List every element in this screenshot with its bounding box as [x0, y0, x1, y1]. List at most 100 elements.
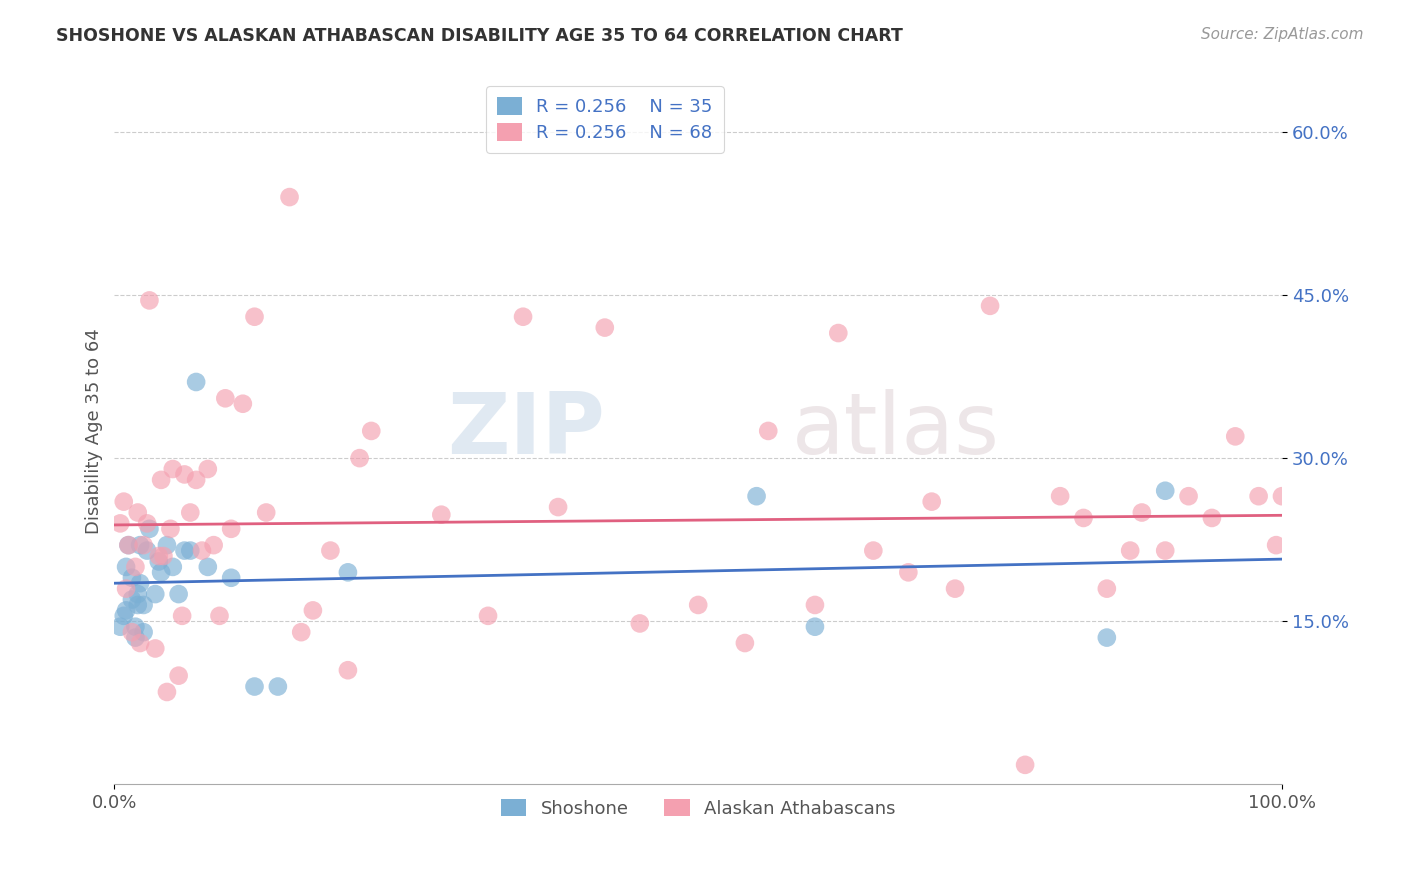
- Point: [1095, 631, 1118, 645]
- Point: [827, 326, 849, 340]
- Point: [1247, 489, 1270, 503]
- Point: [897, 566, 920, 580]
- Point: [132, 625, 155, 640]
- Point: [1271, 489, 1294, 503]
- Point: [593, 320, 616, 334]
- Point: [138, 522, 160, 536]
- Point: [112, 608, 135, 623]
- Point: [336, 663, 359, 677]
- Point: [1154, 543, 1177, 558]
- Point: [129, 576, 152, 591]
- Point: [1130, 506, 1153, 520]
- Point: [208, 608, 231, 623]
- Point: [1265, 538, 1288, 552]
- Point: [121, 625, 143, 640]
- Point: [921, 494, 943, 508]
- Y-axis label: Disability Age 35 to 64: Disability Age 35 to 64: [86, 328, 103, 533]
- Point: [127, 506, 149, 520]
- Point: [243, 680, 266, 694]
- Text: SHOSHONE VS ALASKAN ATHABASCAN DISABILITY AGE 35 TO 64 CORRELATION CHART: SHOSHONE VS ALASKAN ATHABASCAN DISABILIT…: [56, 27, 903, 45]
- Point: [136, 543, 159, 558]
- Point: [278, 190, 301, 204]
- Point: [232, 397, 254, 411]
- Point: [129, 538, 152, 552]
- Text: ZIP: ZIP: [447, 390, 605, 473]
- Point: [477, 608, 499, 623]
- Point: [156, 685, 179, 699]
- Point: [124, 560, 146, 574]
- Point: [150, 473, 173, 487]
- Point: [512, 310, 534, 324]
- Point: [159, 522, 181, 536]
- Point: [186, 473, 208, 487]
- Point: [1095, 582, 1118, 596]
- Point: [267, 680, 290, 694]
- Point: [745, 489, 768, 503]
- Point: [110, 620, 132, 634]
- Point: [219, 522, 242, 536]
- Point: [734, 636, 756, 650]
- Point: [129, 636, 152, 650]
- Point: [349, 451, 371, 466]
- Point: [254, 506, 277, 520]
- Point: [302, 603, 325, 617]
- Point: [115, 560, 138, 574]
- Point: [1154, 483, 1177, 498]
- Point: [979, 299, 1001, 313]
- Point: [156, 538, 179, 552]
- Point: [127, 587, 149, 601]
- Point: [136, 516, 159, 531]
- Point: [219, 571, 242, 585]
- Point: [943, 582, 966, 596]
- Point: [197, 462, 219, 476]
- Point: [112, 494, 135, 508]
- Point: [143, 641, 166, 656]
- Point: [1119, 543, 1142, 558]
- Point: [124, 620, 146, 634]
- Point: [547, 500, 569, 514]
- Point: [172, 608, 194, 623]
- Point: [138, 293, 160, 308]
- Point: [132, 598, 155, 612]
- Point: [121, 592, 143, 607]
- Point: [124, 631, 146, 645]
- Point: [162, 560, 184, 574]
- Point: [179, 506, 201, 520]
- Point: [132, 538, 155, 552]
- Point: [110, 516, 132, 531]
- Point: [117, 538, 139, 552]
- Point: [1049, 489, 1071, 503]
- Point: [804, 598, 827, 612]
- Point: [1225, 429, 1247, 443]
- Point: [336, 566, 359, 580]
- Point: [148, 549, 170, 563]
- Point: [162, 462, 184, 476]
- Point: [121, 571, 143, 585]
- Point: [179, 543, 201, 558]
- Point: [804, 620, 827, 634]
- Point: [167, 668, 190, 682]
- Point: [191, 543, 214, 558]
- Point: [173, 543, 195, 558]
- Point: [152, 549, 174, 563]
- Point: [214, 392, 236, 406]
- Point: [117, 538, 139, 552]
- Text: atlas: atlas: [792, 390, 1000, 473]
- Point: [150, 566, 173, 580]
- Point: [148, 554, 170, 568]
- Point: [186, 375, 208, 389]
- Point: [167, 587, 190, 601]
- Point: [628, 616, 651, 631]
- Point: [360, 424, 382, 438]
- Point: [319, 543, 342, 558]
- Point: [862, 543, 884, 558]
- Point: [127, 598, 149, 612]
- Point: [115, 603, 138, 617]
- Point: [243, 310, 266, 324]
- Point: [430, 508, 453, 522]
- Point: [202, 538, 225, 552]
- Point: [290, 625, 312, 640]
- Point: [115, 582, 138, 596]
- Point: [1177, 489, 1199, 503]
- Point: [197, 560, 219, 574]
